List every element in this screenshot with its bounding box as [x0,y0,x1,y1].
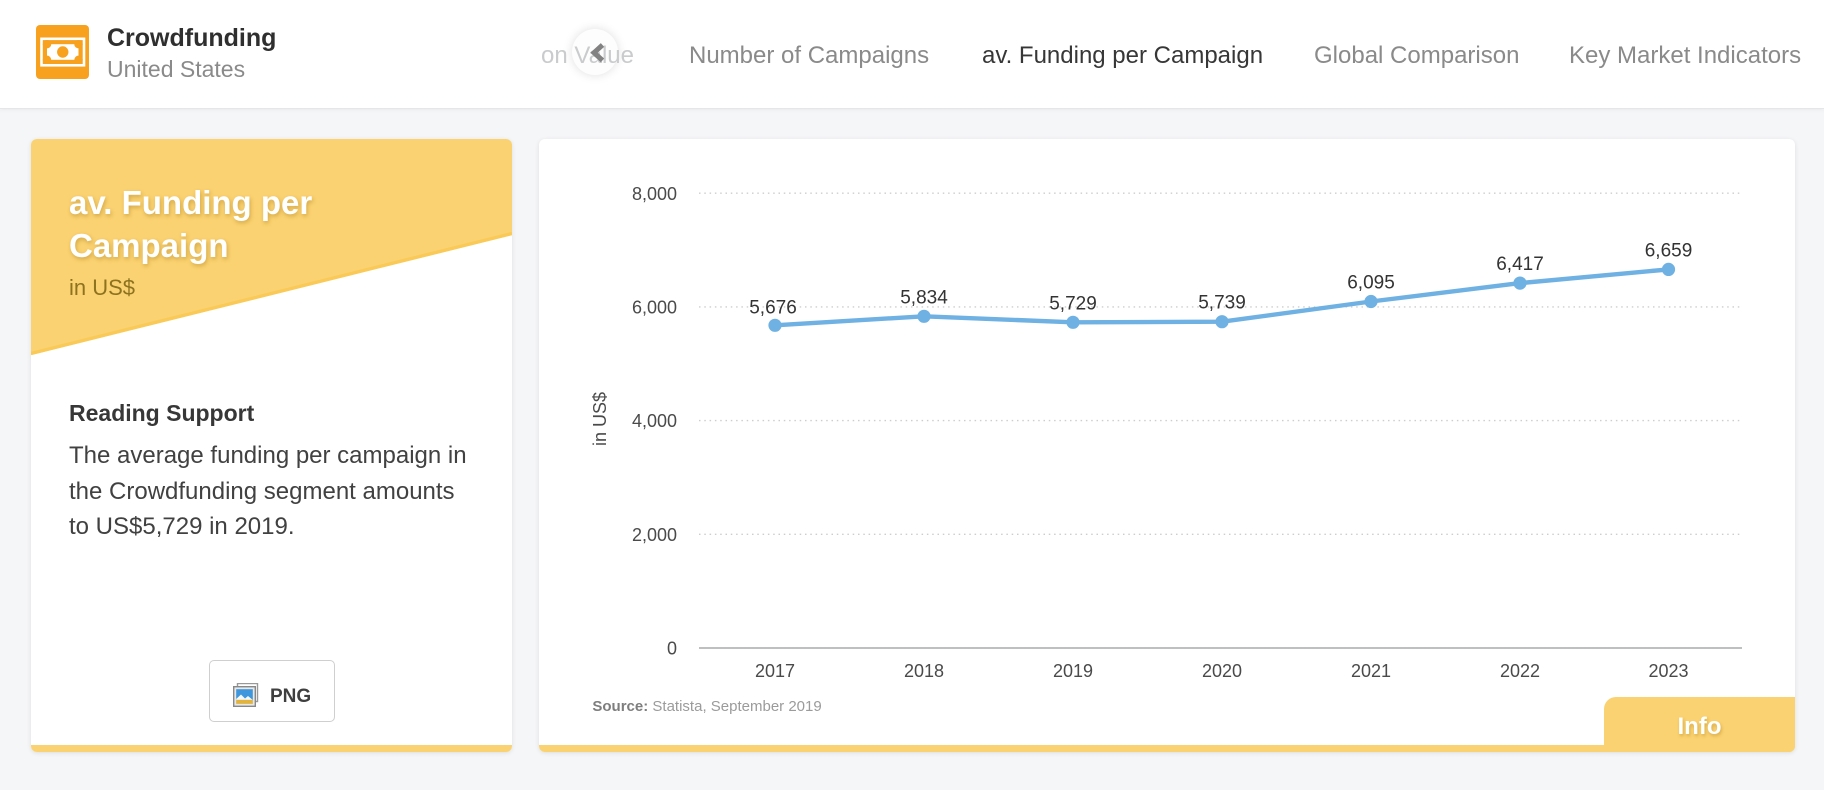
svg-text:2019: 2019 [1053,661,1093,681]
svg-text:8,000: 8,000 [632,184,677,204]
svg-text:6,659: 6,659 [1645,240,1693,261]
svg-text:5,676: 5,676 [749,297,797,318]
svg-text:2017: 2017 [755,661,795,681]
svg-text:2023: 2023 [1648,661,1688,681]
svg-text:0: 0 [667,639,677,659]
svg-text:2020: 2020 [1202,661,1242,681]
svg-text:2,000: 2,000 [632,525,677,545]
svg-text:2021: 2021 [1351,661,1391,681]
svg-text:Source: Statista, September 20: Source: Statista, September 2019 [592,698,821,715]
svg-text:2022: 2022 [1500,661,1540,681]
svg-text:6,417: 6,417 [1496,254,1544,275]
svg-text:6,095: 6,095 [1347,273,1395,294]
svg-text:5,739: 5,739 [1198,293,1246,314]
svg-text:4,000: 4,000 [632,411,677,431]
svg-text:5,834: 5,834 [900,287,948,308]
svg-text:2018: 2018 [904,661,944,681]
svg-text:6,000: 6,000 [632,298,677,318]
svg-text:in US$: in US$ [590,392,610,446]
svg-text:5,729: 5,729 [1049,293,1097,314]
